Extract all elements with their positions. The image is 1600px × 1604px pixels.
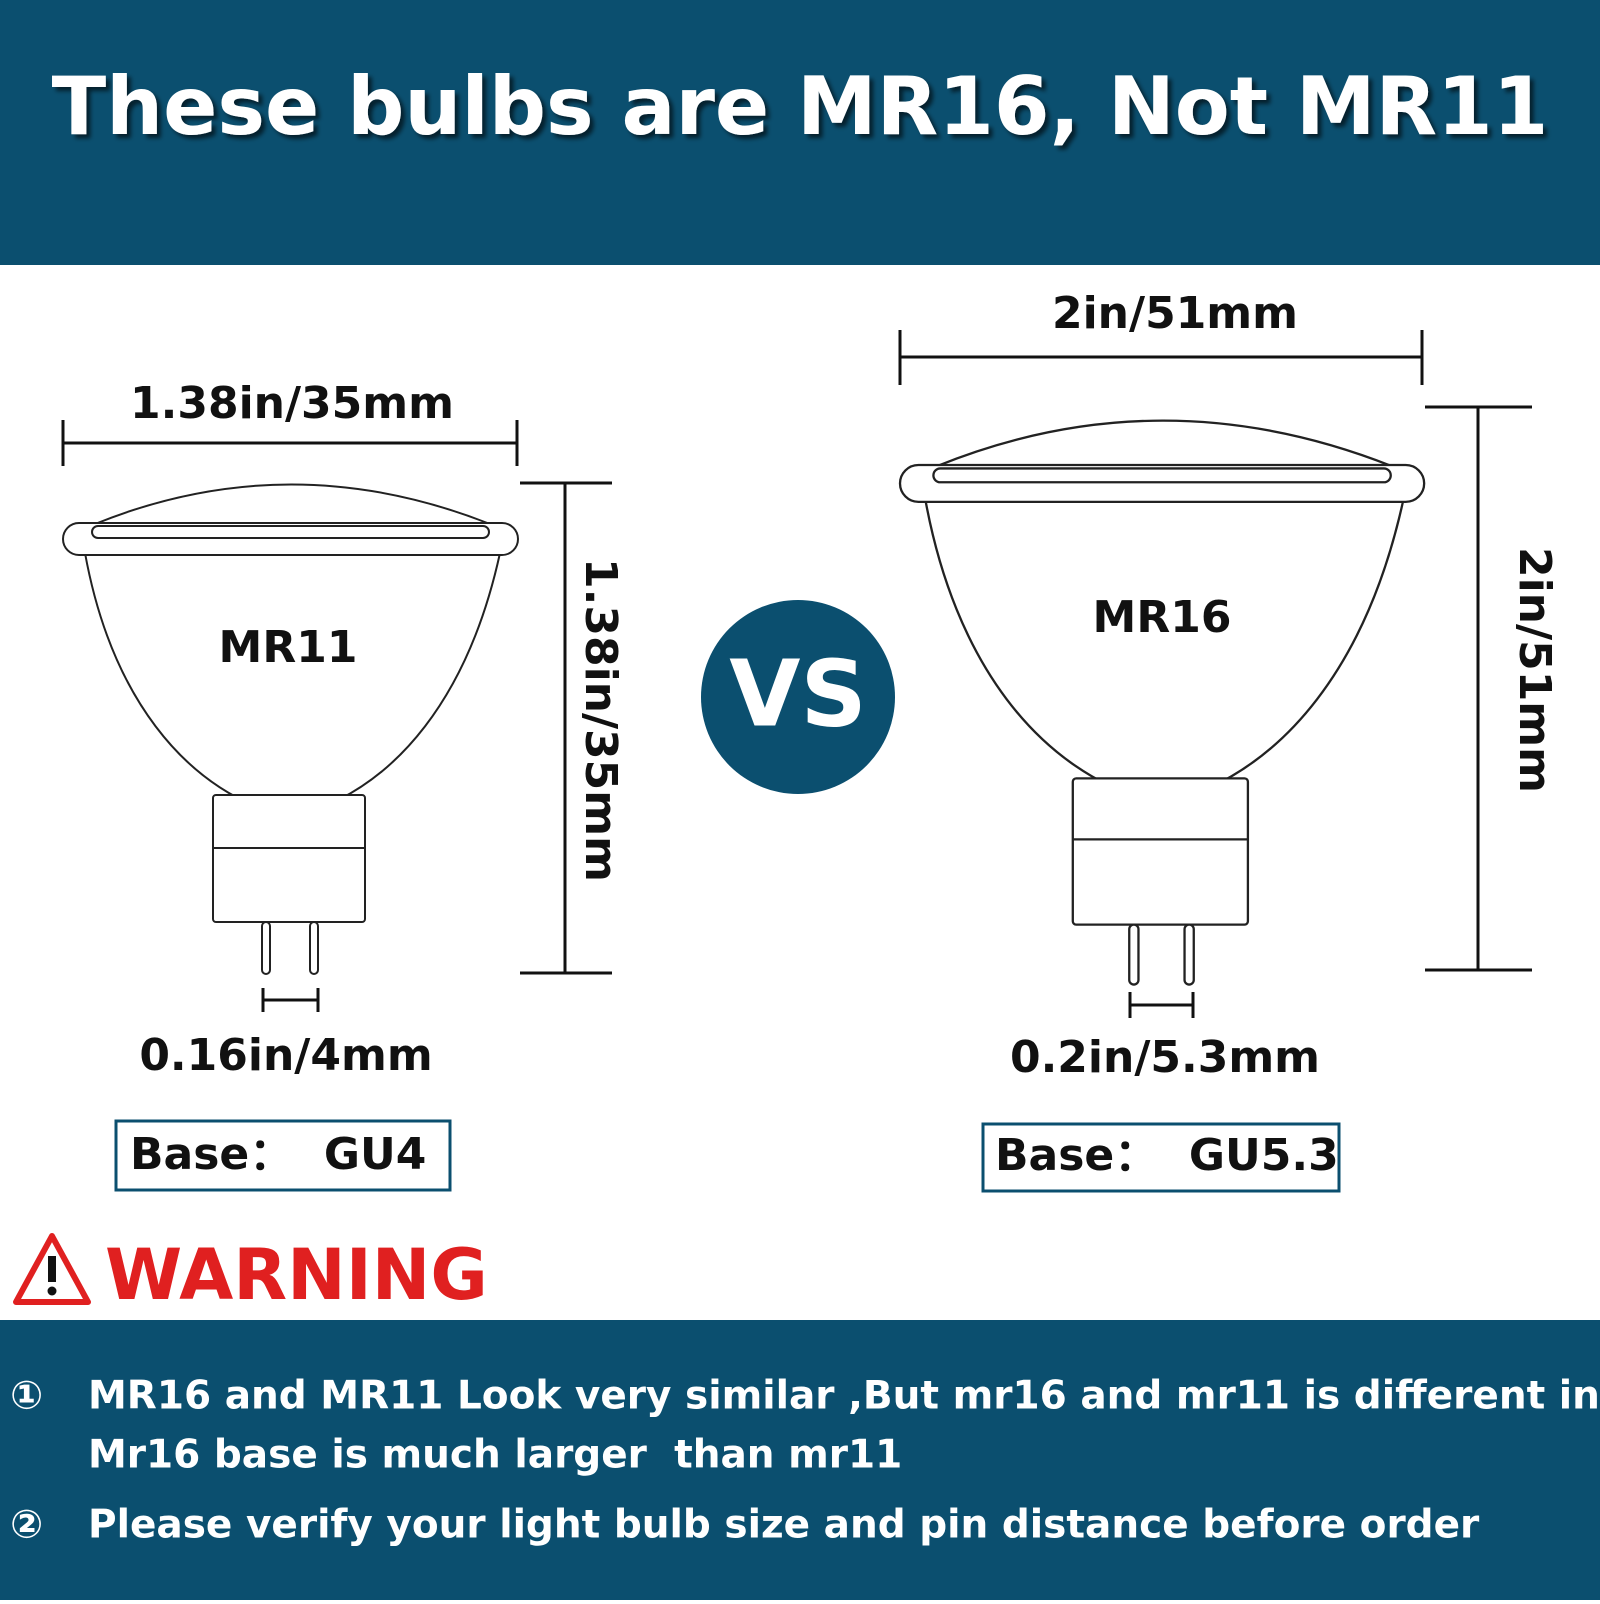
warning-icon (13, 1233, 91, 1305)
vs-label: VS (729, 640, 866, 747)
pin-label: 0.16in/4mm (139, 1030, 432, 1081)
note-line: MR16 and MR11 Look very similar ,But mr1… (88, 1374, 1600, 1419)
note-marker: ② (10, 1503, 43, 1548)
header-band (0, 0, 1600, 265)
bulb-name: MR11 (219, 622, 358, 673)
note-marker: ① (10, 1374, 43, 1419)
width-label: 1.38in/35mm (130, 378, 454, 429)
height-label: 2in/51mm (1509, 547, 1560, 793)
vs-circle (701, 600, 895, 794)
notes-band (0, 1320, 1600, 1600)
base-box (114, 1119, 452, 1192)
dimension-lines (61, 420, 612, 1012)
dimension-lines (898, 330, 1532, 1018)
mr11-bulb (62, 483, 519, 975)
base-label: Base： GU4 (130, 1129, 426, 1180)
title: These bulbs are MR16, Not MR11 (52, 60, 1549, 153)
bulb-name: MR16 (1093, 592, 1232, 643)
notes: ① MR16 and MR11 Look very similar ,But mr… (10, 1374, 1600, 1548)
height-label: 1.38in/35mm (575, 558, 626, 882)
note-line: Please verify your light bulb size and p… (88, 1503, 1480, 1548)
warning-label: WARNING (105, 1234, 488, 1316)
pin-label: 0.2in/5.3mm (1010, 1032, 1320, 1083)
note-line: Mr16 base is much larger than mr11 (88, 1433, 902, 1478)
mr16-bulb (898, 419, 1426, 986)
base-box (981, 1122, 1341, 1193)
base-label: Base： GU5.3 (995, 1130, 1339, 1181)
width-label: 2in/51mm (1052, 288, 1298, 339)
